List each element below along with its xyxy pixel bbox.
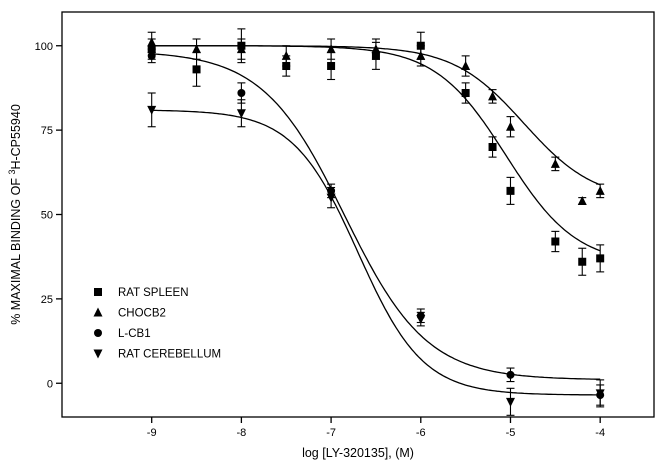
- y-tick-label: 75: [41, 125, 53, 137]
- y-axis-title: % MAXIMAL BINDING OF 3H-CP55940: [7, 104, 23, 325]
- marker-circle: [147, 51, 156, 60]
- marker-square: [327, 62, 336, 70]
- marker-triangle-down: [505, 397, 515, 407]
- marker-circle: [237, 89, 246, 97]
- data-point-triangle-up: [577, 196, 587, 205]
- y-axis: 0 25 50 75 100: [35, 41, 62, 390]
- data-point-triangle-up: [192, 38, 202, 60]
- marker-triangle-down: [236, 109, 246, 119]
- legend-entry: RAT SPLEEN: [94, 287, 189, 299]
- legend-entry: RAT CEREBELLUM: [93, 349, 221, 361]
- data-point-circle: [506, 367, 515, 383]
- x-tick-label: -9: [147, 427, 157, 439]
- legend-marker-triangle-down: [93, 349, 103, 359]
- legend-marker-triangle-up: [93, 307, 103, 317]
- y-axis-title-superscript: 3: [7, 170, 17, 175]
- data-point-square: [461, 82, 470, 104]
- marker-square: [461, 89, 470, 97]
- x-tick-label: -7: [326, 427, 336, 439]
- marker-square: [551, 237, 560, 246]
- legend-entry: CHOCB2: [93, 307, 166, 320]
- data-point-triangle-up: [236, 38, 246, 60]
- y-tick-label: 0: [47, 378, 53, 390]
- data-point-triangle-up: [550, 156, 560, 172]
- data-point-square: [488, 136, 497, 158]
- fit-curve-triangle-down: [151, 109, 601, 396]
- legend-entry: L-CB1: [94, 328, 151, 340]
- marker-triangle-up: [595, 185, 605, 195]
- x-axis: -9 -8 -7 -6 -5 -4: [147, 417, 605, 439]
- data-points: [147, 28, 605, 416]
- y-tick-label: 25: [41, 294, 53, 306]
- marker-triangle-up: [326, 44, 336, 54]
- data-point-triangle-up: [281, 45, 291, 67]
- data-point-triangle-up: [416, 45, 426, 67]
- y-tick-label: 50: [41, 210, 53, 222]
- marker-triangle-up: [461, 61, 471, 70]
- marker-square: [192, 65, 201, 74]
- x-tick-label: -8: [237, 427, 247, 439]
- data-point-triangle-up: [595, 183, 605, 199]
- marker-square: [506, 186, 515, 195]
- marker-triangle-down: [147, 105, 157, 115]
- marker-triangle-up: [488, 91, 498, 101]
- data-point-square: [596, 244, 605, 273]
- data-point-triangle-down: [416, 311, 426, 327]
- marker-triangle-up: [550, 158, 560, 168]
- fit-curves: [151, 45, 601, 396]
- marker-square: [578, 257, 587, 266]
- marker-triangle-down: [416, 315, 426, 325]
- data-point-triangle-up: [326, 38, 336, 60]
- data-point-triangle-up: [461, 55, 471, 77]
- data-point-triangle-down: [326, 186, 336, 209]
- data-point-triangle-up: [505, 116, 515, 138]
- data-point-triangle-down: [505, 387, 515, 416]
- marker-triangle-up: [505, 121, 515, 131]
- data-point-triangle-down: [236, 99, 246, 128]
- legend-label: L-CB1: [118, 328, 151, 340]
- marker-triangle-up: [236, 44, 246, 54]
- data-point-triangle-down: [147, 92, 157, 128]
- y-axis-title-prefix: % MAXIMAL BINDING OF: [9, 175, 23, 325]
- x-tick-label: -5: [506, 427, 516, 439]
- marker-triangle-up: [371, 44, 381, 54]
- marker-circle: [506, 370, 515, 379]
- marker-triangle-up: [577, 196, 587, 205]
- marker-square: [488, 143, 497, 151]
- legend-label: CHOCB2: [118, 308, 166, 320]
- data-point-triangle-down: [595, 379, 605, 408]
- x-axis-title: log [LY-320135], (M): [302, 446, 414, 460]
- marker-triangle-up: [192, 44, 202, 54]
- fit-curve-circle: [151, 53, 601, 380]
- data-point-triangle-up: [371, 38, 381, 60]
- data-point-circle: [147, 48, 156, 64]
- legend-label: RAT CEREBELLUM: [118, 349, 221, 361]
- legend: RAT SPLEEN CHOCB2 L-CB1 RAT CEREBELLUM: [93, 287, 221, 361]
- data-point-triangle-up: [488, 89, 498, 104]
- marker-triangle-down: [595, 389, 605, 399]
- x-tick-label: -6: [416, 427, 426, 439]
- marker-triangle-up: [147, 37, 157, 47]
- fit-curve-square: [151, 45, 601, 252]
- x-tick-label: -4: [595, 427, 605, 439]
- y-axis-title-suffix: H-CP55940: [9, 104, 23, 169]
- marker-square: [596, 254, 605, 263]
- marker-triangle-up: [416, 50, 426, 60]
- marker-triangle-up: [281, 50, 291, 60]
- marker-triangle-down: [326, 193, 336, 203]
- data-point-square: [578, 247, 587, 276]
- legend-label: RAT SPLEEN: [118, 287, 189, 299]
- legend-marker-circle: [94, 329, 102, 337]
- data-point-square: [551, 230, 560, 253]
- y-tick-label: 100: [35, 41, 53, 53]
- legend-marker-square: [94, 288, 102, 296]
- data-point-square: [506, 176, 515, 205]
